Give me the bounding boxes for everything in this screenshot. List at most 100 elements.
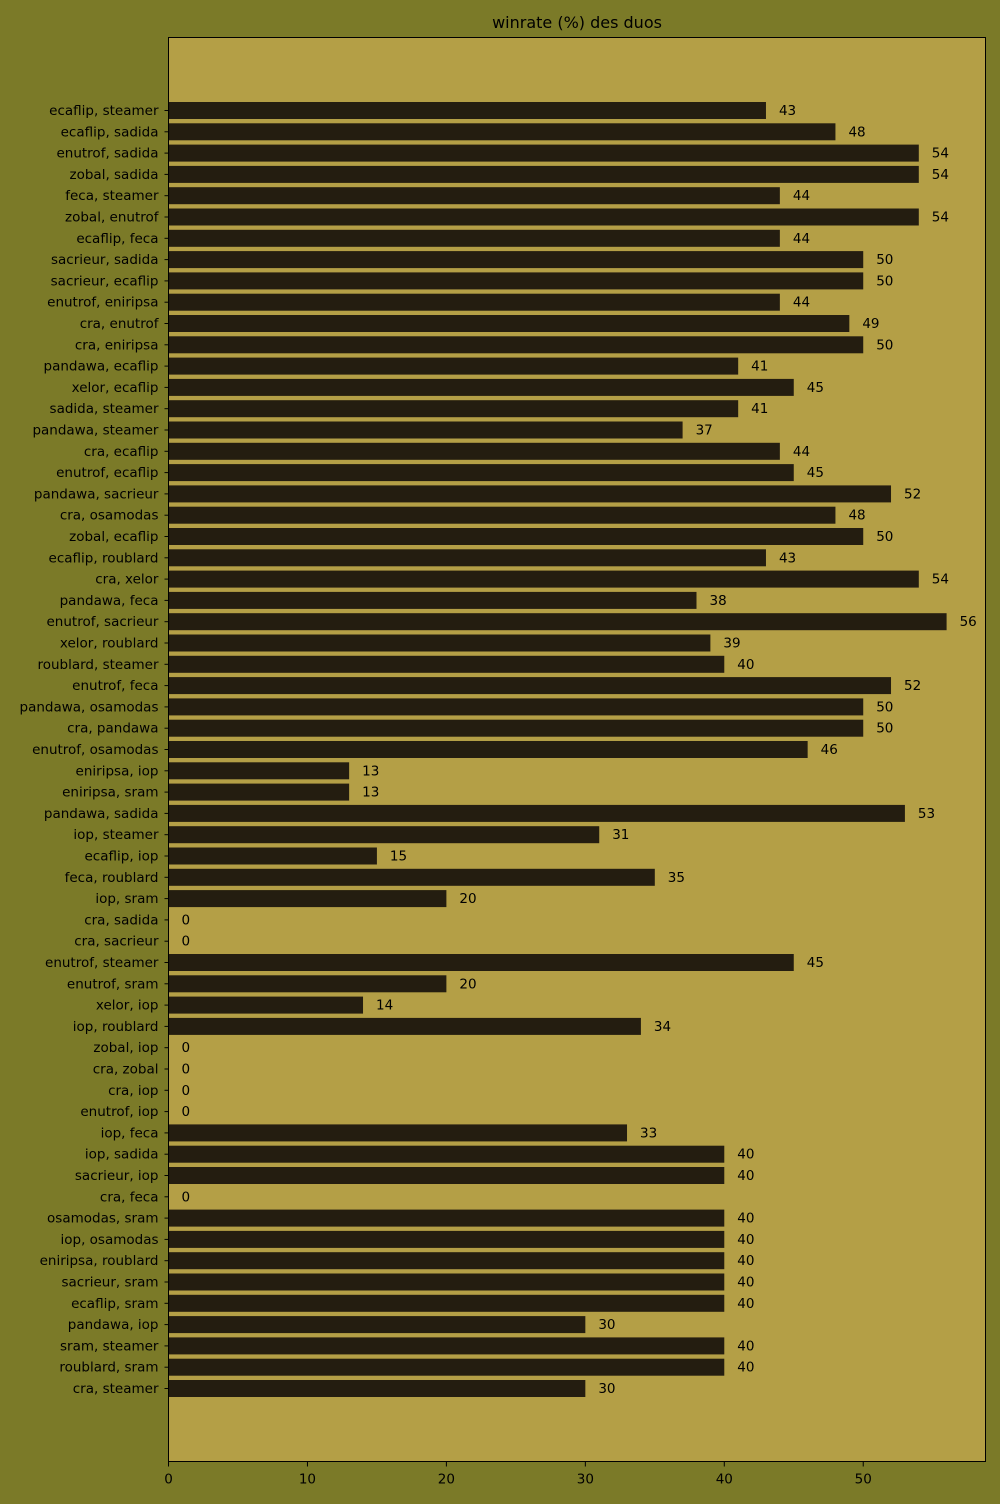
value-label: 40 [737, 1296, 754, 1312]
category-label: ecaflip, iop [85, 849, 159, 865]
category-label: sram, steamer [60, 1338, 159, 1354]
bar [168, 293, 780, 311]
bar [168, 229, 780, 247]
category-label: ecaflip, steamer [49, 103, 159, 119]
category-label: zobal, ecaflip [69, 529, 158, 545]
category-label: pandawa, steamer [32, 423, 158, 439]
value-label: 40 [737, 1211, 754, 1227]
value-label: 50 [876, 529, 893, 545]
bar [168, 144, 919, 162]
category-label: iop, feca [101, 1125, 159, 1141]
x-tick-label: 20 [438, 1472, 455, 1488]
value-label: 14 [376, 998, 393, 1014]
bar [168, 677, 892, 695]
value-label: 52 [904, 486, 921, 502]
category-label: cra, ecaflip [84, 444, 159, 460]
category-label: sacrieur, sadida [51, 252, 159, 268]
x-tick-label: 0 [164, 1472, 173, 1488]
category-label: cra, steamer [73, 1381, 159, 1397]
category-label: sadida, steamer [50, 401, 159, 417]
value-label: 54 [932, 167, 949, 183]
bar [168, 868, 655, 886]
x-tick-label: 50 [855, 1472, 872, 1488]
bar [168, 464, 794, 482]
category-label: cra, iop [108, 1083, 158, 1099]
category-label: ecaflip, feca [76, 231, 158, 247]
bar [168, 741, 808, 758]
value-label: 0 [182, 1083, 191, 1099]
value-label: 50 [876, 273, 893, 289]
value-label: 39 [723, 636, 740, 652]
category-label: ecaflip, sram [71, 1296, 158, 1312]
value-label: 49 [862, 316, 879, 332]
bar [168, 272, 864, 290]
category-label: enutrof, sram [67, 976, 159, 992]
category-label: eniripsa, iop [76, 763, 159, 779]
category-label: osamodas, sram [47, 1211, 158, 1227]
category-label: enutrof, osamodas [32, 742, 158, 758]
category-label: cra, osamodas [60, 508, 159, 524]
x-tick-label: 30 [577, 1472, 594, 1488]
value-label: 54 [932, 146, 949, 162]
bar [168, 1209, 725, 1227]
bar [168, 1017, 641, 1035]
bar [168, 442, 780, 460]
bar [168, 208, 919, 226]
category-label: xelor, iop [96, 998, 159, 1014]
bar [168, 1380, 586, 1397]
category-label: cra, sacrieur [74, 934, 159, 950]
bar [168, 783, 350, 801]
category-label: sacrieur, iop [75, 1168, 159, 1184]
category-labels-layer: ecaflip, steamer ecaflip, sadida enutrof, … [20, 103, 169, 1397]
bar [168, 634, 711, 652]
value-label: 0 [182, 1062, 191, 1078]
category-label: xelor, roublard [60, 636, 159, 652]
value-label: 0 [182, 912, 191, 928]
category-label: enutrof, iop [80, 1104, 158, 1120]
bars-layer [168, 102, 947, 1397]
bar [168, 336, 864, 354]
category-label: iop, osamodas [60, 1232, 158, 1248]
category-label: cra, pandawa [67, 721, 158, 737]
value-label: 52 [904, 678, 921, 694]
bar [168, 698, 864, 716]
category-label: feca, roublard [65, 870, 159, 886]
category-label: enutrof, ecaflip [56, 465, 158, 481]
category-label: sacrieur, ecaflip [51, 273, 159, 289]
category-label: iop, sram [95, 891, 158, 907]
value-label: 50 [876, 337, 893, 353]
bar [168, 1230, 725, 1248]
category-label: pandawa, osamodas [20, 699, 159, 715]
chart-title: winrate (%) des duos [492, 13, 662, 32]
value-label: 53 [918, 806, 935, 822]
category-label: eniripsa, roublard [40, 1253, 159, 1269]
value-label: 40 [737, 1147, 754, 1163]
value-label: 0 [182, 1104, 191, 1120]
x-tick-label: 10 [299, 1472, 316, 1488]
value-label: 34 [654, 1019, 671, 1035]
bar [168, 826, 600, 844]
bar [168, 357, 739, 375]
value-label: 20 [459, 976, 476, 992]
value-label: 45 [807, 465, 824, 481]
x-tick-label: 40 [716, 1472, 733, 1488]
value-label: 30 [598, 1317, 615, 1333]
bar [168, 485, 892, 503]
value-label: 44 [793, 231, 810, 247]
x-axis: 0 10 20 30 40 50 [164, 1461, 872, 1488]
value-label: 43 [779, 550, 796, 566]
value-label: 45 [807, 955, 824, 971]
value-label: 50 [876, 252, 893, 268]
bar [168, 1252, 725, 1270]
value-label: 54 [932, 210, 949, 226]
value-label: 37 [696, 423, 713, 439]
bar [168, 187, 780, 205]
category-label: zobal, iop [93, 1040, 158, 1056]
value-label: 40 [737, 1275, 754, 1291]
bar [168, 996, 364, 1014]
bar [168, 1358, 725, 1376]
category-label: pandawa, ecaflip [44, 359, 159, 375]
category-label: pandawa, feca [60, 593, 159, 609]
bar [168, 400, 739, 418]
bar [168, 890, 447, 908]
